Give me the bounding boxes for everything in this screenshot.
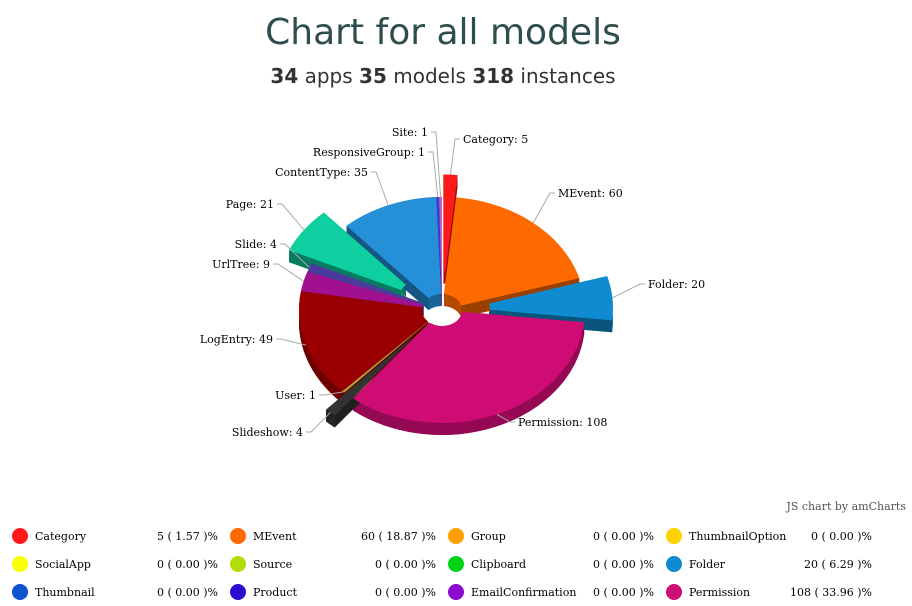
legend-label: Category [35,530,87,543]
legend-marker-icon [12,556,28,572]
legend-marker-icon [666,556,682,572]
leader-line-user [319,391,344,396]
legend-label: Product [253,586,297,599]
legend-label: Group [471,530,506,543]
legend-label: Permission [689,586,751,599]
legend-label: Thumbnail [35,586,95,599]
legend-marker-icon [12,528,28,544]
legend-marker-icon [448,584,464,600]
legend-item-mevent[interactable]: MEvent 60 ( 18.87 )% [230,528,436,548]
legend-value: 108 ( 33.96 )% [789,586,872,599]
legend-value: 0 ( 0.00 )% [374,558,436,571]
pie-slice-page[interactable] [289,212,407,291]
leader-line-slide [280,243,310,268]
slice-label-slideshow: Slideshow: 4 [232,426,303,439]
models-label: models [393,64,466,88]
legend-item-product[interactable]: Product 0 ( 0.00 )% [230,584,436,604]
pie-slice-slide[interactable] [307,263,424,305]
leader-line-urltree [273,263,304,282]
leader-line-mevent [532,192,555,224]
pie-chart: Category: 5 MEvent: 60 Folder: 20 Permissio… [200,126,705,439]
slice-label-contenttype: ContentType: 35 [275,166,368,179]
leader-line-category [449,138,460,175]
legend-item-group[interactable]: Group 0 ( 0.00 )% [448,528,654,548]
legend-marker-icon [230,556,246,572]
legend-value: 0 ( 0.00 )% [592,530,654,543]
apps-label: apps [304,64,353,88]
pie-slice-slideshow[interactable] [326,338,412,416]
pie-slice-category[interactable] [443,174,458,272]
chart-title: Chart for all models [265,12,621,53]
leader-line-slideshow [306,412,331,433]
pie-slice-mevent[interactable] [443,197,580,306]
instances-label: instances [520,64,616,88]
legend-label: EmailConfirmation [471,586,577,599]
legend-marker-icon [230,528,246,544]
legend-item-emailconfirmation[interactable]: EmailConfirmation 0 ( 0.00 )% [448,584,654,604]
legend-item-folder[interactable]: Folder 20 ( 6.29 )% [666,556,872,576]
legend-value: 5 ( 1.57 )% [156,530,218,543]
legend-value: 0 ( 0.00 )% [810,530,872,543]
slice-label-user: User: 1 [275,389,316,402]
legend-value: 0 ( 0.00 )% [592,558,654,571]
legend-value: 0 ( 0.00 )% [592,586,654,599]
pie-slice-permission[interactable] [352,311,585,423]
legend-label: Clipboard [471,558,527,571]
pie-slice-logentry[interactable] [298,291,429,392]
pie-slice-user[interactable] [342,321,429,393]
slice-label-logentry: LogEntry: 49 [200,333,273,346]
slice-label-folder: Folder: 20 [648,278,705,291]
legend-value: 20 ( 6.29 )% [803,558,872,571]
slice-label-site: Site: 1 [392,126,428,139]
legend-value: 0 ( 0.00 )% [156,558,218,571]
legend-marker-icon [12,584,28,600]
leader-line-folder [612,283,645,299]
legend-item-category[interactable]: Category 5 ( 1.57 )% [12,528,218,548]
legend-item-source[interactable]: Source 0 ( 0.00 )% [230,556,436,576]
slice-label-page: Page: 21 [226,198,274,211]
slice-label-urltree: UrlTree: 9 [212,258,270,271]
slice-label-category: Category: 5 [463,133,528,146]
pie-slice-site[interactable] [439,197,442,295]
legend-value: 60 ( 18.87 )% [360,530,436,543]
leader-line-page [277,203,305,231]
leader-line-contenttype [371,171,389,206]
legend-item-clipboard[interactable]: Clipboard 0 ( 0.00 )% [448,556,654,576]
leader-line-logentry [276,338,307,346]
legend-value: 0 ( 0.00 )% [374,586,436,599]
models-count: 35 [359,64,387,88]
legend-marker-icon [666,584,682,600]
slice-label-permission: Permission: 108 [518,416,607,429]
leader-line-site [431,131,442,198]
leader-line-permission [496,413,515,423]
legend-marker-icon [448,528,464,544]
pie-slice-urltree[interactable] [301,271,424,308]
apps-count: 34 [270,64,299,88]
chart-credit-link[interactable]: JS chart by amCharts [786,500,906,513]
slice-label-mevent: MEvent: 60 [558,187,623,200]
legend-label: MEvent [253,530,297,543]
leader-line-responsivegroup [428,151,439,198]
slice-label-slide: Slide: 4 [235,238,277,251]
legend-label: Folder [689,558,725,571]
pie-slice-contenttype[interactable] [346,197,442,299]
legend-item-thumbnailoption[interactable]: ThumbnailOption 0 ( 0.00 )% [666,528,872,548]
legend-marker-icon [230,584,246,600]
legend-item-thumbnail[interactable]: Thumbnail 0 ( 0.00 )% [12,584,218,604]
legend-value: 0 ( 0.00 )% [156,586,218,599]
legend-label: Source [253,558,293,571]
legend-marker-icon [666,528,682,544]
legend-label: SocialApp [35,558,91,571]
pie-slice-responsivegroup[interactable] [436,197,442,295]
chart-subtitle: 34 apps 35 models 318 instances [0,64,886,88]
slice-label-responsivegroup: ResponsiveGroup: 1 [313,146,425,159]
instances-count: 318 [472,64,515,88]
pie-slice-folder[interactable] [489,276,613,321]
legend-label: ThumbnailOption [689,530,787,543]
legend-marker-icon [448,556,464,572]
legend-item-permission[interactable]: Permission 108 ( 33.96 )% [666,584,872,604]
legend-item-socialapp[interactable]: SocialApp 0 ( 0.00 )% [12,556,218,576]
